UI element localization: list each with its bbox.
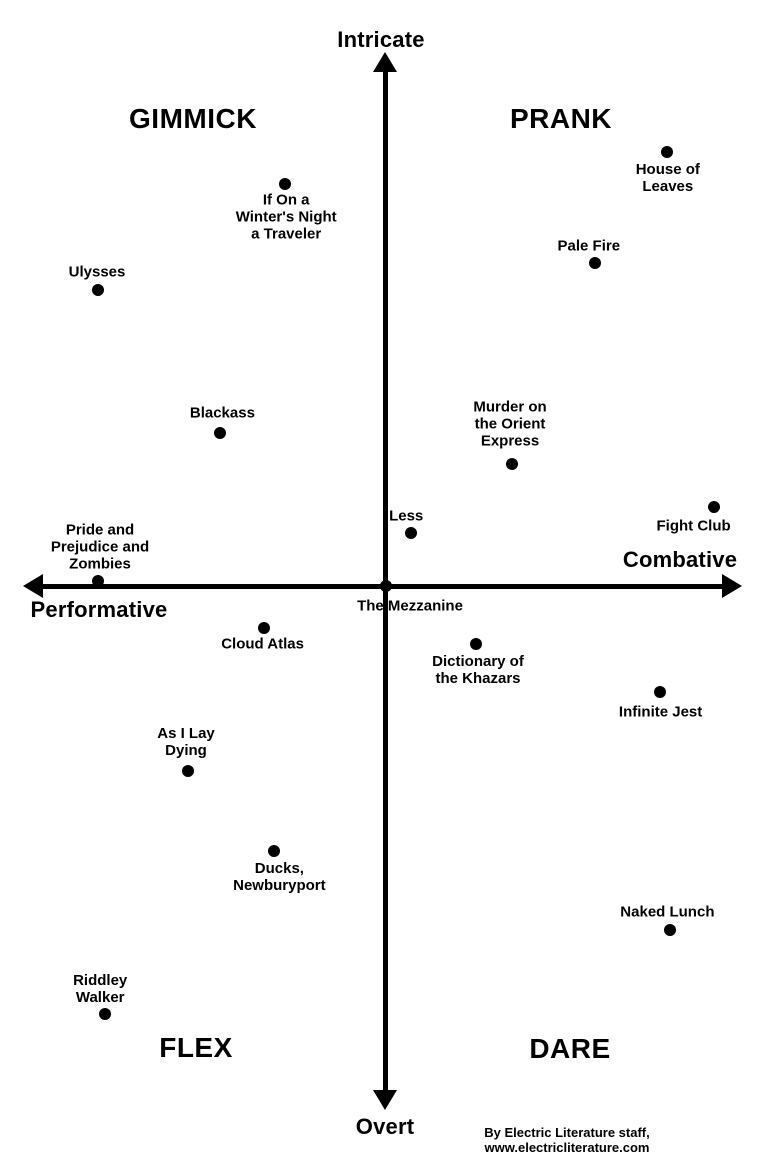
quadrant-title-dare: DARE [529, 1033, 611, 1064]
data-point-dot [506, 458, 518, 471]
x-axis-right-arrowhead-icon [722, 574, 742, 598]
data-point-label: Pale Fire [557, 237, 621, 255]
data-point-dot [268, 844, 281, 857]
data-point-dot [257, 622, 270, 635]
x-axis-line [32, 584, 724, 589]
y-axis-line [383, 62, 388, 1094]
y-axis-positive-label: Intricate [337, 27, 425, 52]
y-axis-negative-label: Overt [355, 1114, 415, 1139]
data-point-label: As I Lay Dying [157, 725, 215, 760]
data-point-label: Ulysses [68, 263, 126, 281]
data-point-dot [707, 500, 720, 513]
data-point-dot [214, 426, 227, 439]
data-point-dot [405, 527, 418, 540]
data-point-dot [380, 580, 392, 592]
data-point-dot [653, 685, 666, 698]
data-point-label: Less [389, 507, 424, 525]
data-point-dot [99, 1008, 112, 1021]
data-point-dot [92, 283, 104, 296]
data-point-dot [182, 765, 194, 778]
data-point-label: Pride and Prejudice and Zombies [50, 521, 150, 573]
data-point-label: Cloud Atlas [221, 635, 304, 653]
x-axis-positive-label: Combative [622, 547, 738, 572]
data-point-dot [92, 574, 104, 587]
data-point-dot [660, 146, 673, 159]
data-point-dot [470, 638, 482, 651]
data-point-label: Blackass [189, 404, 255, 422]
quadrant-title-flex: FLEX [159, 1032, 233, 1063]
data-point-label: House of Leaves [635, 161, 700, 196]
data-point-label: Naked Lunch [620, 903, 715, 921]
data-point-label: If On a Winter's Night a Traveler [235, 191, 337, 243]
data-point-label: Fight Club [656, 517, 731, 535]
quadrant-title-prank: PRANK [509, 103, 613, 134]
quadrant-title-gimmick: GIMMICK [129, 103, 257, 134]
data-point-label: Infinite Jest [618, 703, 703, 721]
attribution-text: By Electric Literature staff, www.electr… [484, 1125, 650, 1155]
y-axis-bottom-arrowhead-icon [373, 1090, 397, 1110]
data-point-label: The Mezzanine [357, 597, 463, 615]
data-point-dot [588, 257, 601, 270]
data-point-dot [279, 177, 292, 190]
data-point-label: Murder on the Orient Express [473, 398, 547, 450]
data-point-label: Dictionary of the Khazars [432, 653, 524, 688]
x-axis-left-arrowhead-icon [23, 574, 43, 598]
data-point-dot [664, 923, 677, 936]
x-axis-negative-label: Performative [30, 597, 168, 622]
y-axis-top-arrowhead-icon [373, 52, 397, 72]
data-point-label: Ducks, Newburyport [233, 859, 326, 894]
data-point-label: Riddley Walker [73, 972, 128, 1007]
